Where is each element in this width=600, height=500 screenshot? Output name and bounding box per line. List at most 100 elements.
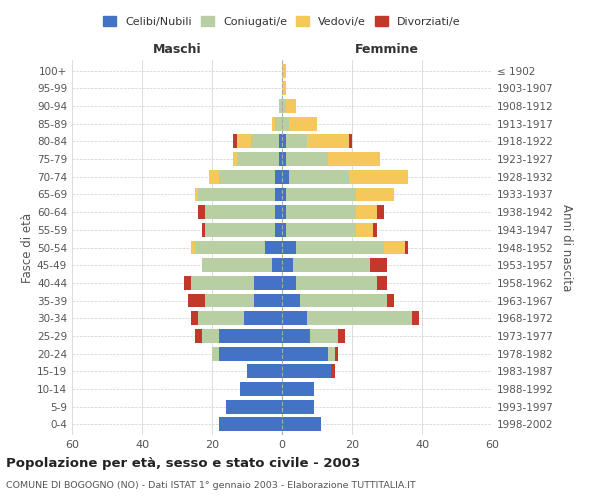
- Bar: [282, 64, 286, 78]
- Bar: [202, 223, 205, 236]
- Bar: [265, 240, 282, 254]
- Bar: [282, 152, 286, 166]
- Bar: [293, 258, 370, 272]
- Bar: [328, 152, 380, 166]
- Bar: [198, 188, 275, 202]
- Bar: [307, 134, 349, 148]
- Bar: [191, 312, 198, 325]
- Text: Popolazione per età, sesso e stato civile - 2003: Popolazione per età, sesso e stato civil…: [6, 458, 360, 470]
- Bar: [307, 312, 412, 325]
- Bar: [275, 205, 282, 219]
- Bar: [282, 312, 307, 325]
- Bar: [282, 99, 286, 113]
- Bar: [205, 294, 254, 308]
- Bar: [219, 170, 275, 183]
- Bar: [198, 312, 244, 325]
- Bar: [254, 276, 282, 290]
- Bar: [191, 240, 194, 254]
- Bar: [286, 99, 296, 113]
- Bar: [194, 329, 202, 343]
- Y-axis label: Anni di nascita: Anni di nascita: [560, 204, 573, 291]
- Bar: [289, 117, 317, 130]
- Bar: [296, 240, 383, 254]
- Bar: [286, 152, 328, 166]
- Bar: [282, 205, 286, 219]
- Bar: [286, 223, 355, 236]
- Bar: [282, 188, 286, 202]
- Bar: [282, 346, 328, 360]
- Bar: [233, 134, 236, 148]
- Bar: [236, 134, 251, 148]
- Bar: [282, 117, 289, 130]
- Bar: [275, 170, 282, 183]
- Bar: [349, 170, 408, 183]
- Bar: [296, 276, 377, 290]
- Bar: [202, 329, 219, 343]
- Bar: [383, 240, 404, 254]
- Bar: [335, 346, 338, 360]
- Bar: [251, 134, 278, 148]
- Bar: [355, 205, 377, 219]
- Bar: [194, 240, 265, 254]
- Text: Maschi: Maschi: [152, 44, 202, 57]
- Bar: [349, 134, 352, 148]
- Bar: [282, 329, 310, 343]
- Bar: [254, 294, 282, 308]
- Bar: [219, 329, 282, 343]
- Bar: [282, 170, 289, 183]
- Bar: [278, 99, 282, 113]
- Text: Femmine: Femmine: [355, 44, 419, 57]
- Bar: [282, 258, 293, 272]
- Bar: [282, 400, 314, 413]
- Bar: [271, 117, 275, 130]
- Bar: [331, 364, 335, 378]
- Bar: [278, 134, 282, 148]
- Bar: [286, 188, 355, 202]
- Bar: [247, 364, 282, 378]
- Bar: [282, 276, 296, 290]
- Bar: [219, 418, 282, 432]
- Bar: [191, 276, 254, 290]
- Bar: [328, 346, 335, 360]
- Bar: [205, 205, 275, 219]
- Bar: [271, 258, 282, 272]
- Bar: [404, 240, 408, 254]
- Bar: [289, 170, 349, 183]
- Bar: [202, 258, 271, 272]
- Bar: [184, 276, 191, 290]
- Bar: [198, 205, 205, 219]
- Bar: [282, 382, 314, 396]
- Bar: [377, 276, 387, 290]
- Bar: [310, 329, 338, 343]
- Bar: [212, 346, 219, 360]
- Bar: [377, 205, 383, 219]
- Bar: [282, 364, 331, 378]
- Bar: [219, 346, 282, 360]
- Bar: [226, 400, 282, 413]
- Legend: Celibi/Nubili, Coniugati/e, Vedovi/e, Divorziati/e: Celibi/Nubili, Coniugati/e, Vedovi/e, Di…: [100, 13, 464, 30]
- Bar: [275, 117, 282, 130]
- Bar: [299, 294, 387, 308]
- Bar: [286, 205, 355, 219]
- Bar: [286, 134, 307, 148]
- Bar: [205, 223, 275, 236]
- Bar: [412, 312, 419, 325]
- Bar: [209, 170, 219, 183]
- Bar: [373, 223, 377, 236]
- Bar: [282, 240, 296, 254]
- Bar: [275, 188, 282, 202]
- Bar: [233, 152, 236, 166]
- Bar: [370, 258, 387, 272]
- Bar: [355, 188, 394, 202]
- Bar: [244, 312, 282, 325]
- Bar: [282, 82, 286, 95]
- Bar: [338, 329, 345, 343]
- Text: COMUNE DI BOGOGNO (NO) - Dati ISTAT 1° gennaio 2003 - Elaborazione TUTTITALIA.IT: COMUNE DI BOGOGNO (NO) - Dati ISTAT 1° g…: [6, 480, 416, 490]
- Bar: [355, 223, 373, 236]
- Bar: [282, 418, 320, 432]
- Bar: [278, 152, 282, 166]
- Bar: [240, 382, 282, 396]
- Bar: [236, 152, 278, 166]
- Bar: [275, 223, 282, 236]
- Bar: [194, 188, 198, 202]
